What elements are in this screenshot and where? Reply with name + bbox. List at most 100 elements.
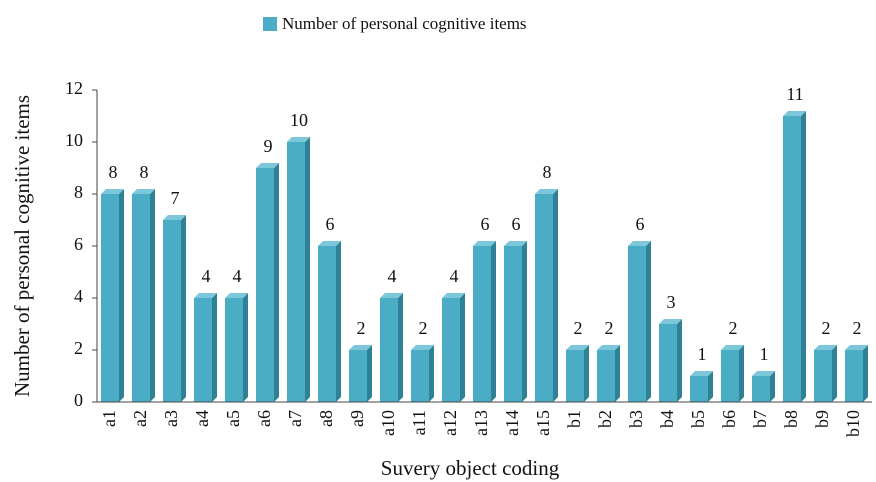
bar-side (677, 319, 682, 402)
bar-top (535, 189, 558, 194)
legend-label: Number of personal cognitive items (282, 14, 527, 33)
bar (256, 163, 279, 402)
value-label: 1 (760, 344, 769, 364)
bar-front (132, 194, 150, 402)
bar-side (863, 345, 868, 402)
bar-side (305, 137, 310, 402)
x-tick-label: a13 (471, 410, 491, 436)
bar-side (150, 189, 155, 402)
x-tick-label: a2 (130, 410, 150, 427)
x-tick-label: a6 (254, 410, 274, 427)
bar (163, 215, 186, 402)
value-label: 4 (450, 266, 459, 286)
bar (349, 345, 372, 402)
y-axis-label: Number of personal cognitive items (10, 95, 34, 397)
bar (132, 189, 155, 402)
bar-top (225, 293, 248, 298)
value-label: 8 (140, 162, 149, 182)
bar (814, 345, 837, 402)
bar-front (442, 298, 460, 402)
y-tick-label: 4 (74, 286, 83, 306)
bar-top (256, 163, 279, 168)
bar-side (336, 241, 341, 402)
value-label: 2 (357, 318, 366, 338)
value-label: 6 (512, 214, 521, 234)
bar-side (522, 241, 527, 402)
x-tick-label: a7 (285, 410, 305, 427)
value-label: 2 (419, 318, 428, 338)
bar-front (721, 350, 739, 402)
bar-side (739, 345, 744, 402)
value-label: 8 (109, 162, 118, 182)
bar (535, 189, 558, 402)
bar-top (411, 345, 434, 350)
value-label: 4 (388, 266, 397, 286)
bar-side (181, 215, 186, 402)
bar-side (429, 345, 434, 402)
bar-front (783, 116, 801, 402)
bar-top (814, 345, 837, 350)
value-label: 6 (326, 214, 335, 234)
x-tick-label: b1 (564, 410, 584, 428)
value-label: 2 (574, 318, 583, 338)
bar (225, 293, 248, 402)
value-label: 2 (605, 318, 614, 338)
bar-front (659, 324, 677, 402)
bar-side (708, 371, 713, 402)
bar (287, 137, 310, 402)
bar-side (770, 371, 775, 402)
bar (845, 345, 868, 402)
bar-top (845, 345, 868, 350)
bar-front (535, 194, 553, 402)
bar-top (659, 319, 682, 324)
x-tick-label: a11 (409, 410, 429, 435)
y-tick-label: 10 (65, 130, 83, 150)
x-tick-label: a14 (502, 410, 522, 436)
bar-top (721, 345, 744, 350)
value-label: 6 (481, 214, 490, 234)
y-tick-label: 2 (74, 338, 83, 358)
bar-front (814, 350, 832, 402)
bar (628, 241, 651, 402)
bar-side (553, 189, 558, 402)
bar-side (274, 163, 279, 402)
bar-front (845, 350, 863, 402)
bar-side (832, 345, 837, 402)
bar (721, 345, 744, 402)
bar-top (132, 189, 155, 194)
x-tick-label: b10 (843, 410, 863, 437)
x-tick-label: a15 (533, 410, 553, 436)
bar-top (752, 371, 775, 376)
value-label: 3 (667, 292, 676, 312)
value-label: 4 (202, 266, 211, 286)
bar-top (504, 241, 527, 246)
bar (690, 371, 713, 402)
x-tick-label: a10 (378, 410, 398, 436)
x-tick-label: a12 (440, 410, 460, 436)
bar (318, 241, 341, 402)
x-tick-label: b7 (750, 410, 770, 428)
bar (101, 189, 124, 402)
value-label: 8 (543, 162, 552, 182)
bar (783, 111, 806, 402)
bar-front (380, 298, 398, 402)
bar-front (473, 246, 491, 402)
bar-top (473, 241, 496, 246)
bar-top (349, 345, 372, 350)
bar (566, 345, 589, 402)
bar-front (318, 246, 336, 402)
bar-top (783, 111, 806, 116)
bar (597, 345, 620, 402)
bar (752, 371, 775, 402)
x-axis-label: Suvery object coding (381, 456, 560, 480)
bar (473, 241, 496, 402)
x-tick-label: b6 (719, 410, 739, 428)
bar-side (801, 111, 806, 402)
x-tick-label: a3 (161, 410, 181, 427)
x-tick-label: a5 (223, 410, 243, 427)
y-tick-label: 12 (65, 78, 83, 98)
bar-top (597, 345, 620, 350)
bar-side (584, 345, 589, 402)
y-tick-label: 0 (74, 390, 83, 410)
